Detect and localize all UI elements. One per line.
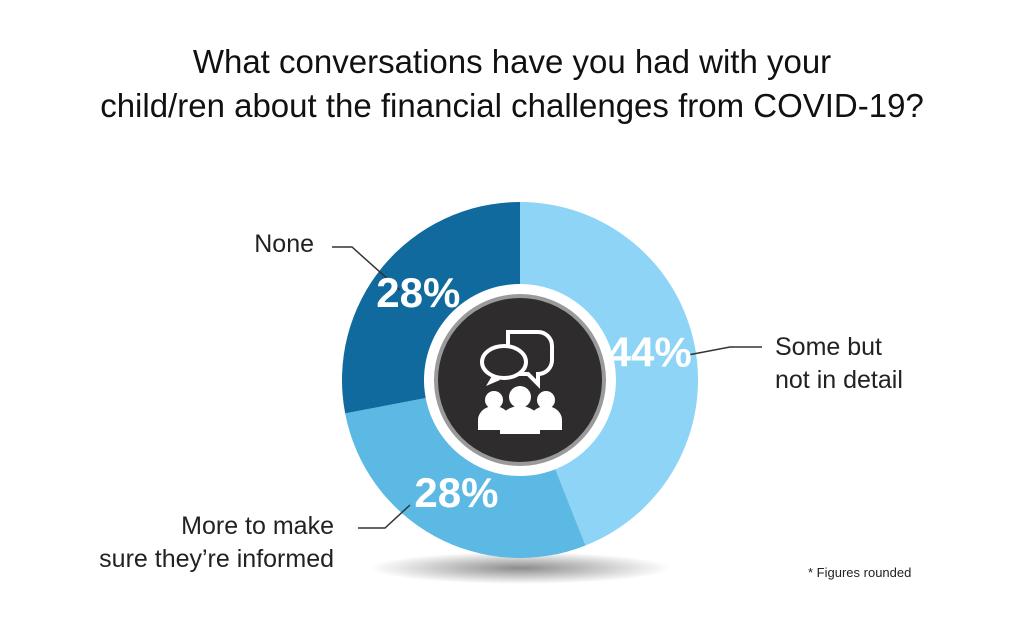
leader-line bbox=[358, 504, 411, 529]
footnote: * Figures rounded bbox=[808, 565, 912, 580]
category-label: Some but not in detail bbox=[775, 333, 903, 394]
value-label: 28% bbox=[376, 269, 460, 316]
value-label: 44% bbox=[608, 328, 692, 375]
shadow bbox=[370, 552, 670, 584]
leader-line bbox=[332, 246, 401, 291]
wedge bbox=[342, 202, 520, 414]
leader-line bbox=[687, 346, 762, 356]
category-label: More to make sure they’re informed bbox=[99, 512, 334, 573]
chart-title: What conversations have you had with you… bbox=[100, 43, 924, 124]
icon bbox=[478, 330, 562, 434]
wedge bbox=[345, 397, 586, 558]
leaders bbox=[332, 246, 762, 529]
wedges bbox=[342, 202, 699, 558]
wedge bbox=[520, 202, 699, 546]
center-disc bbox=[434, 294, 606, 466]
value-label: 28% bbox=[414, 469, 498, 516]
category-label: None bbox=[254, 230, 314, 258]
